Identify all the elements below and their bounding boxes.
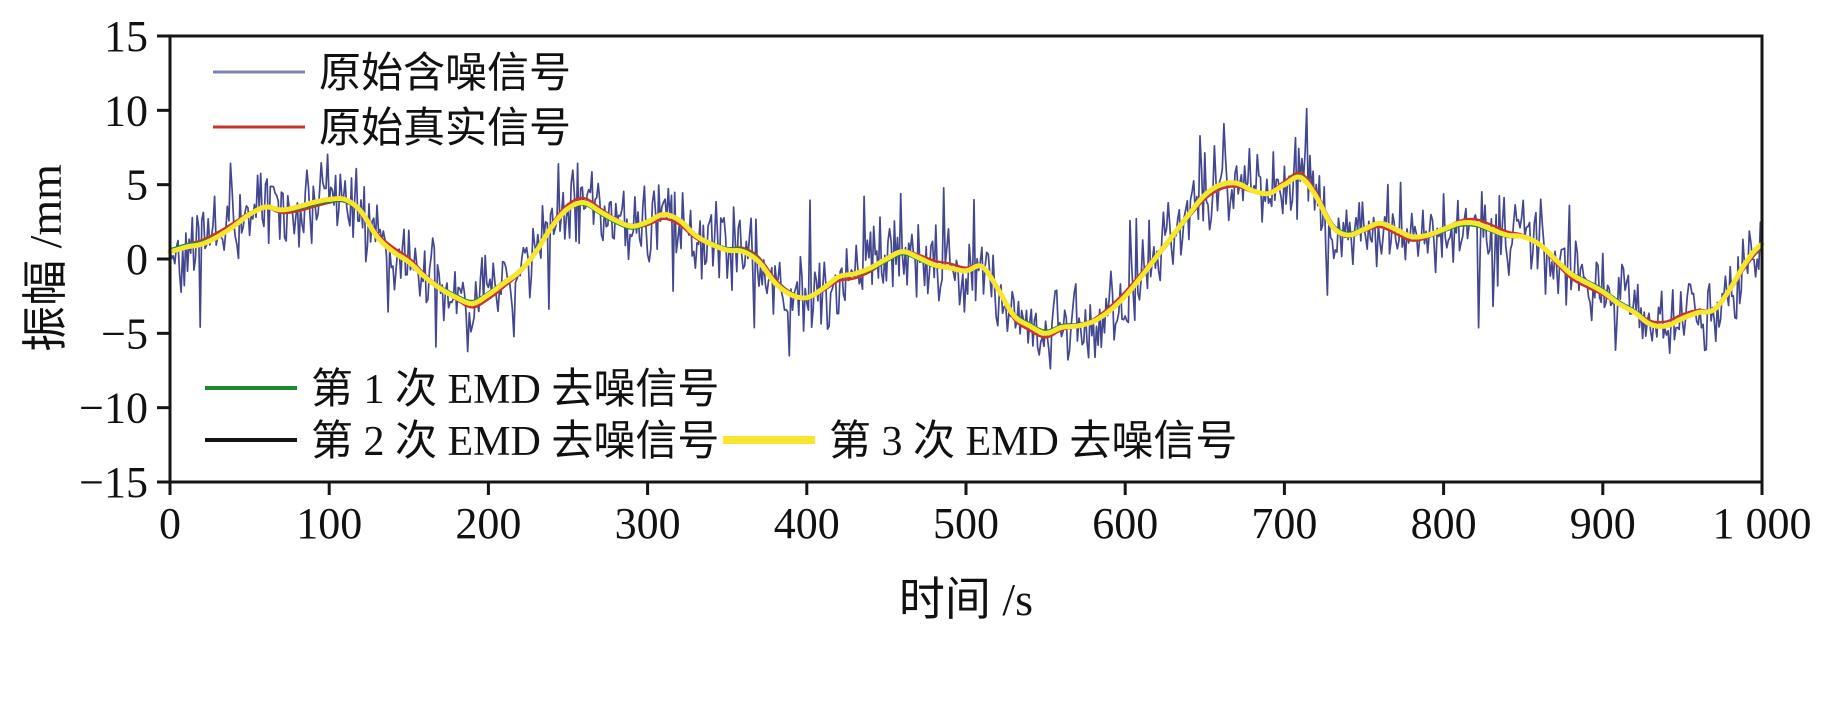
x-tick-label: 200 <box>455 499 521 548</box>
x-tick-label: 900 <box>1570 499 1636 548</box>
legend-label: 第 2 次 EMD 去噪信号 <box>311 419 719 465</box>
x-tick-label: 0 <box>159 499 181 548</box>
x-tick-label: 300 <box>615 499 681 548</box>
y-axis-label: 振幅 /mm <box>20 164 71 352</box>
legend-label: 第 3 次 EMD 去噪信号 <box>829 419 1237 465</box>
series-line-0 <box>169 107 1763 370</box>
x-tick-label: 800 <box>1411 499 1477 548</box>
y-tick-label: 0 <box>126 235 148 284</box>
x-tick-label: 100 <box>296 499 362 548</box>
y-tick-label: 15 <box>104 12 148 61</box>
y-tick-label: −15 <box>79 458 148 507</box>
x-axis-label: 时间 /s <box>898 574 1034 625</box>
legend-label: 第 1 次 EMD 去噪信号 <box>311 367 719 413</box>
y-tick-label: 5 <box>126 161 148 210</box>
series-line-4 <box>167 174 1765 336</box>
legend-label: 原始含噪信号 <box>319 51 571 97</box>
series-line-1 <box>168 171 1764 339</box>
y-tick-label: −5 <box>101 309 148 358</box>
x-tick-label: 500 <box>933 499 999 548</box>
x-tick-label: 1 000 <box>1713 499 1812 548</box>
x-tick-label: 700 <box>1251 499 1317 548</box>
y-tick-label: 10 <box>104 86 148 135</box>
legend-label: 原始真实信号 <box>319 105 571 152</box>
y-tick-label: −10 <box>79 384 148 433</box>
x-tick-label: 400 <box>774 499 840 548</box>
x-tick-label: 600 <box>1092 499 1158 548</box>
